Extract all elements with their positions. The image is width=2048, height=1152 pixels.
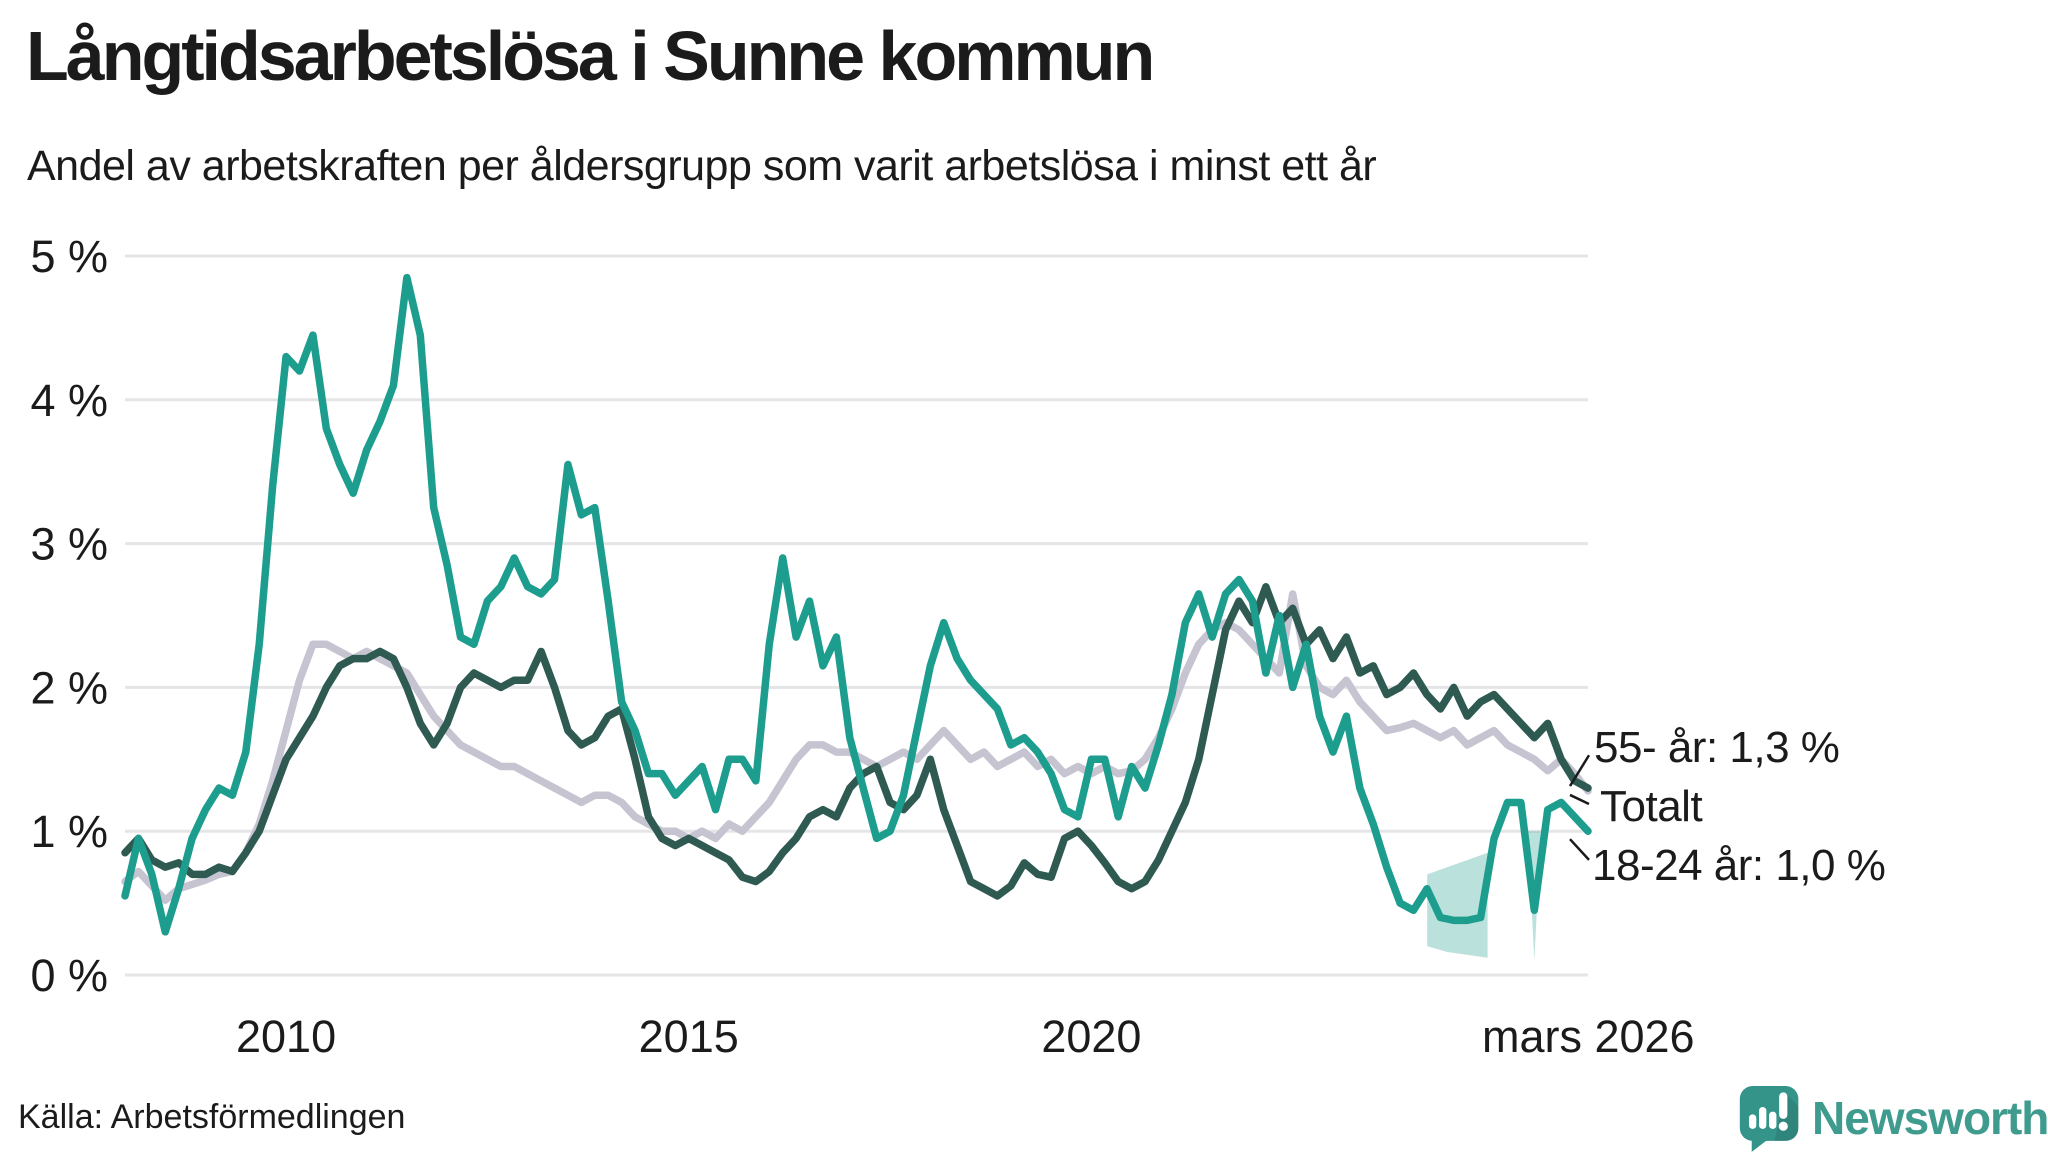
y-tick-label: 4 % [30, 375, 108, 426]
y-tick-label: 1 % [30, 806, 108, 857]
series-line-18-24 [121, 273, 1592, 936]
y-tick-label: 0 % [30, 950, 108, 1001]
y-tick-label: 3 % [30, 519, 108, 570]
x-tick-label: 2010 [236, 1011, 336, 1062]
x-tick-label: 2020 [1041, 1011, 1141, 1062]
annotation-connector [1569, 793, 1590, 806]
series-line-totalt [121, 590, 1592, 904]
annotation-label-totalt: Totalt [1600, 781, 1703, 831]
x-tick-label: 2015 [639, 1011, 739, 1062]
y-tick-label: 5 % [30, 231, 108, 282]
source-credit: Källa: Arbetsförmedlingen [18, 1098, 406, 1136]
annotation-connector [1568, 754, 1591, 787]
series-line-55plus [121, 582, 1592, 900]
newsworthy-logo: Newsworthy [1738, 1084, 2048, 1152]
confidence-band [1427, 852, 1488, 958]
newsworthy-wordmark: Newsworthy [1812, 1092, 2048, 1144]
chart-subtitle: Andel av arbetskraften per åldersgrupp s… [27, 142, 1377, 190]
annotation-label-18-24: 18-24 år: 1,0 % [1592, 841, 1886, 891]
page-title: Långtidsarbetslösa i Sunne kommun [26, 17, 1155, 95]
annotation-connector [1569, 838, 1590, 861]
y-tick-label: 2 % [30, 662, 108, 713]
annotation-label-55plus: 55- år: 1,3 % [1594, 723, 1840, 773]
x-tick-label: mars 2026 [1482, 1011, 1695, 1062]
newsworthy-speech-bubble-chart-icon [1739, 1086, 1799, 1152]
